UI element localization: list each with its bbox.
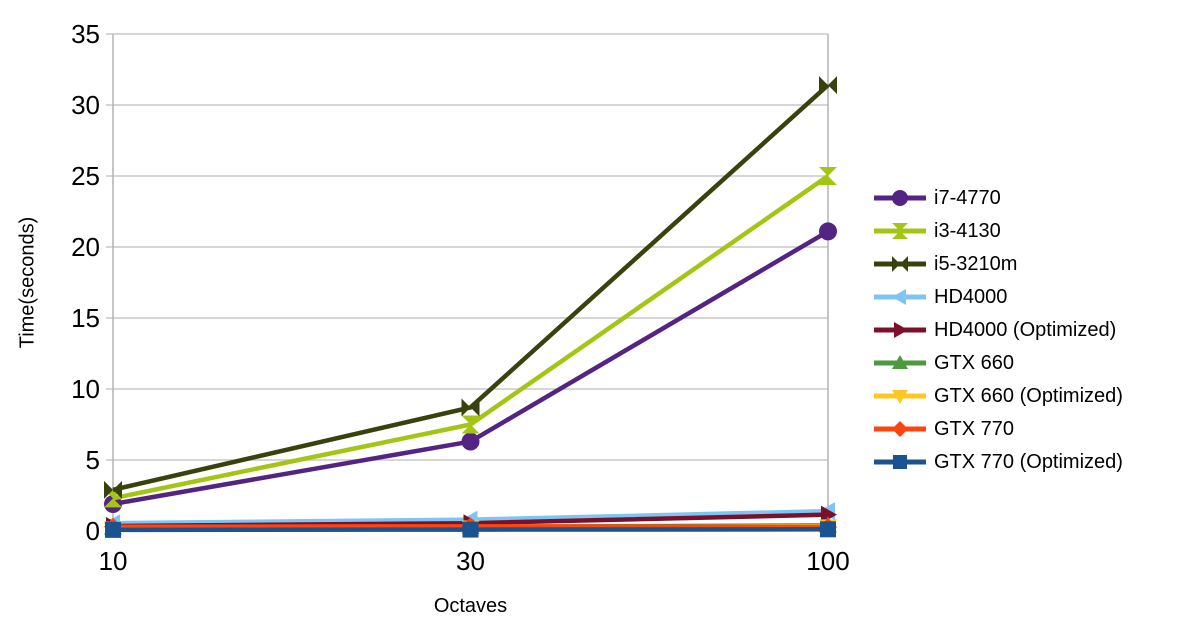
legend-key-swatch (874, 454, 926, 469)
legend-key-swatch (874, 420, 926, 437)
legend-label: HD4000 (Optimized) (934, 318, 1117, 341)
legend-label: i3-4130 (934, 219, 1001, 242)
hourglass-marker (819, 176, 837, 185)
legend-label: GTX 770 (Optimized) (934, 450, 1123, 473)
hourglass-marker (461, 415, 480, 425)
legend-label: GTX 660 (934, 351, 1015, 374)
x-tick-label: 30 (456, 546, 485, 576)
triangle-right-marker (894, 321, 908, 338)
legend-item-gtx-770: GTX 770 (874, 412, 1123, 445)
y-tick-label: 15 (71, 303, 100, 333)
y-tick-label: 5 (86, 445, 100, 475)
y-tick-label: 30 (71, 90, 100, 120)
y-tick-label: 20 (71, 232, 100, 262)
square-marker (462, 521, 479, 538)
bowtie-marker (470, 398, 480, 417)
hourglass-marker (819, 167, 837, 176)
series-gtx-770-optimized- (105, 521, 836, 538)
gridlines (106, 33, 829, 537)
bowtie-marker (461, 398, 471, 417)
hourglass-marker (892, 222, 908, 231)
legend-key-swatch (874, 189, 926, 206)
triangle-down-marker (892, 389, 908, 404)
bowtie-marker (819, 76, 828, 95)
legend-key-swatch (874, 222, 926, 239)
legend: i7-4770 i3-4130 i5-3210m HD4000 HD4000 (Opti… (874, 181, 1123, 478)
square-marker (820, 521, 836, 538)
legend-item-gtx-660: GTX 660 (874, 346, 1123, 379)
legend-label: i5-3210m (934, 252, 1018, 275)
diamond-marker (892, 420, 908, 437)
square-marker (893, 454, 907, 469)
series-i7-4770 (104, 222, 837, 514)
legend-label: i7-4770 (934, 186, 1001, 209)
legend-item-i3-4130: i3-4130 (874, 214, 1123, 247)
legend-item-gtx-770-optimized-: GTX 770 (Optimized) (874, 445, 1123, 478)
tick-labels: 0 5 10 15 20 25 30 35 10 30 100 (71, 19, 850, 576)
series-i5-3210m (104, 76, 837, 499)
hourglass-marker (892, 230, 908, 239)
square-marker (105, 521, 121, 538)
circle-marker (892, 189, 908, 206)
legend-key-swatch (874, 321, 926, 338)
legend-key-swatch (874, 288, 926, 305)
y-axis-title: Time(seconds) (16, 216, 39, 349)
legend-label: HD4000 (934, 285, 1008, 308)
legend-item-i5-3210m: i5-3210m (874, 247, 1123, 280)
legend-item-gtx-660-optimized-: GTX 660 (Optimized) (874, 379, 1123, 412)
legend-key-swatch (874, 389, 926, 404)
triangle-right-marker (821, 505, 837, 524)
y-tick-label: 35 (71, 19, 100, 49)
triangle-up-marker (892, 354, 908, 369)
bowtie-marker (104, 480, 113, 499)
x-tick-label: 100 (806, 546, 849, 576)
legend-label: GTX 660 (Optimized) (934, 384, 1123, 407)
y-tick-label: 25 (71, 161, 100, 191)
x-tick-label: 10 (99, 546, 128, 576)
bowtie-marker (113, 480, 122, 499)
hourglass-marker (104, 498, 122, 508)
circle-marker (819, 222, 837, 241)
legend-item-i7-4770: i7-4770 (874, 181, 1123, 214)
legend-item-hd4000: HD4000 (874, 280, 1123, 313)
legend-key-swatch (874, 255, 926, 272)
series-i3-4130 (104, 167, 837, 508)
y-tick-label: 10 (71, 374, 100, 404)
bowtie-marker (828, 76, 837, 95)
hourglass-marker (461, 424, 480, 434)
x-axis-title: Octaves (433, 595, 508, 617)
bowtie-marker (892, 255, 900, 272)
legend-item-hd4000-optimized-: HD4000 (Optimized) (874, 313, 1123, 346)
triangle-left-marker (892, 288, 906, 305)
legend-label: GTX 770 (934, 417, 1015, 440)
legend-key-swatch (874, 354, 926, 369)
y-tick-label: 0 (86, 516, 100, 546)
circle-marker (461, 432, 480, 451)
bowtie-marker (900, 255, 908, 272)
